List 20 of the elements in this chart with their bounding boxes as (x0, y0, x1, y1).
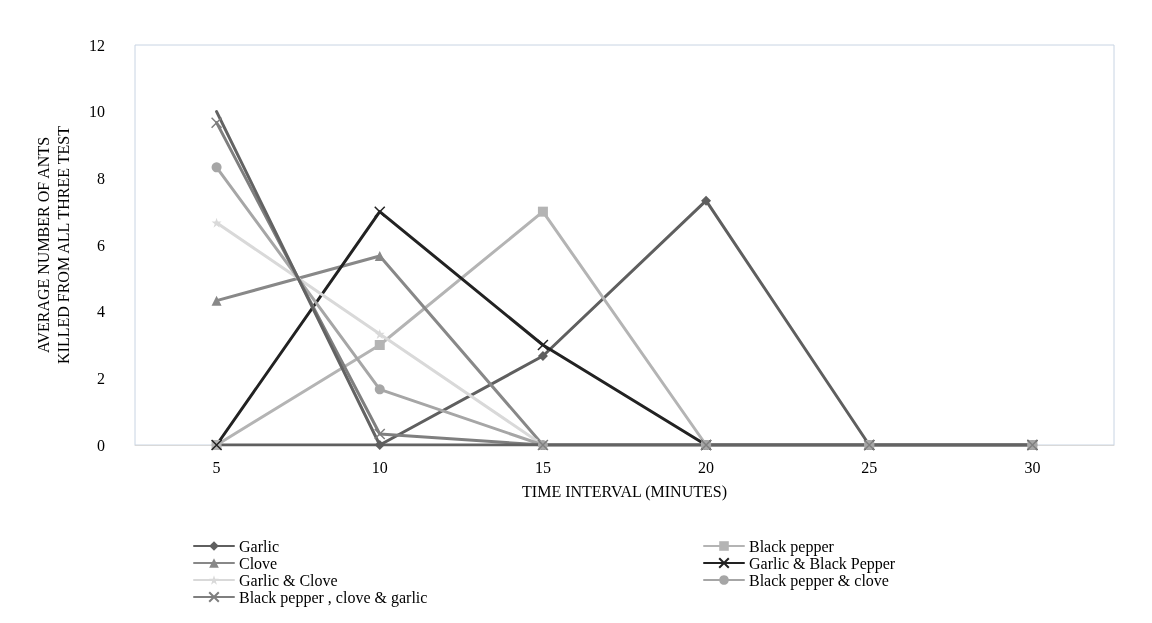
y-tick-label: 0 (97, 436, 105, 454)
legend-label: Clove (239, 554, 278, 572)
x-tick-label: 15 (534, 458, 551, 476)
y-tick-label: 10 (89, 103, 105, 121)
x-tick-label: 25 (861, 458, 878, 476)
legend-label: Black pepper (749, 537, 835, 556)
y-tick-label: 4 (97, 303, 105, 321)
y-axis-title: AVERAGE NUMBER OF ANTS KILLED FROM ALL THREE TEST (34, 125, 72, 364)
x-tick-label: 5 (212, 458, 221, 476)
legend-label: Garlic & Clove (239, 571, 338, 589)
legend-label: Garlic (239, 537, 279, 555)
x-tick-label: 20 (698, 458, 715, 476)
y-tick-label: 8 (97, 169, 105, 187)
y-tick-label: 12 (89, 36, 105, 54)
x-axis-title: TIME INTERVAL (MINUTES) (522, 482, 727, 501)
x-tick-label: 30 (1024, 458, 1041, 476)
legend-label: Black pepper , clove & garlic (239, 588, 428, 607)
y-tick-label: 2 (97, 369, 105, 387)
y-tick-label: 6 (97, 236, 105, 254)
x-tick-label: 10 (371, 458, 388, 476)
